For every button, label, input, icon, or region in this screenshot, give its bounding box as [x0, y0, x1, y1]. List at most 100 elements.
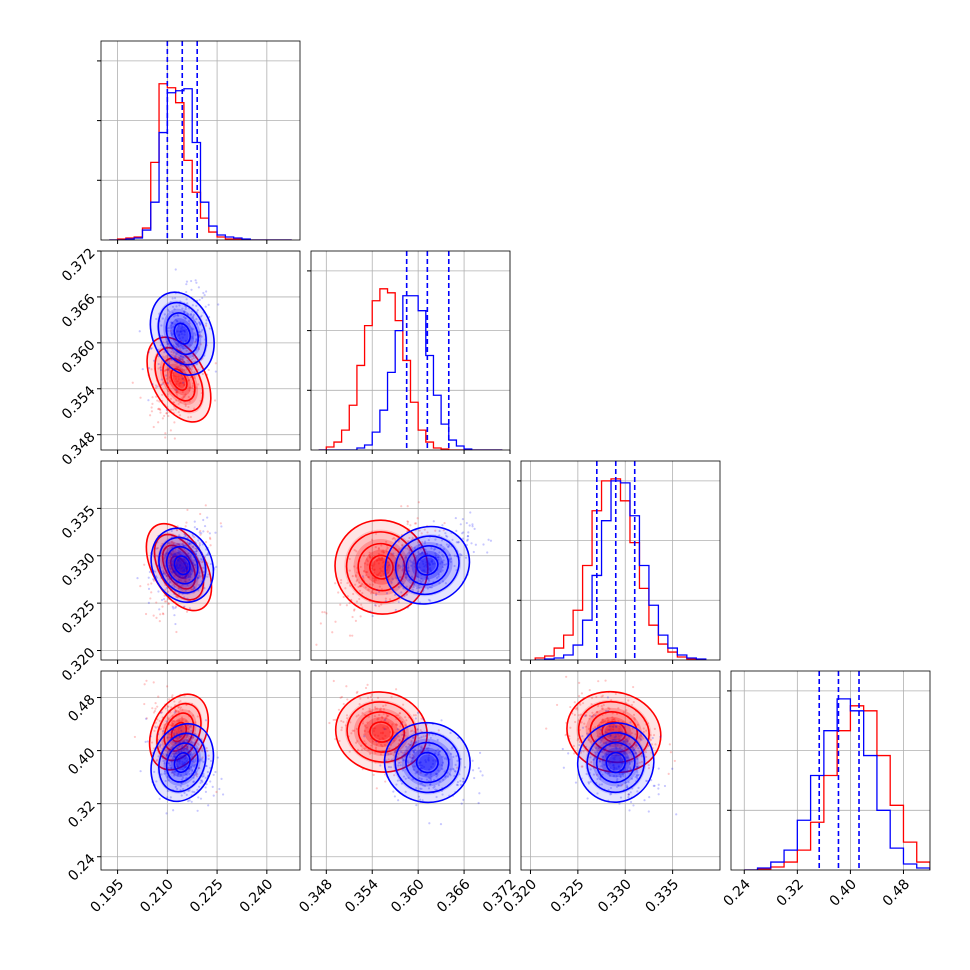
scatter-point [194, 721, 197, 724]
scatter-point [172, 755, 176, 758]
scatter-point [177, 710, 180, 714]
scatter-point [413, 730, 416, 734]
scatter-point [177, 756, 180, 760]
scatter-point [421, 541, 424, 544]
scatter-point [199, 797, 203, 800]
scatter-point [408, 549, 411, 552]
scatter-point [396, 728, 399, 731]
scatter-point [179, 350, 183, 353]
scatter-point [627, 781, 630, 784]
scatter-point [412, 765, 415, 768]
scatter-point [407, 566, 410, 569]
scatter-point [387, 753, 390, 756]
scatter-point [158, 407, 161, 411]
scatter-point [181, 570, 184, 573]
scatter-point [637, 786, 640, 789]
scatter-point [404, 716, 407, 719]
contour-line [334, 519, 429, 615]
scatter-point [398, 566, 401, 570]
scatter-point [379, 575, 382, 578]
scatter-point [372, 564, 375, 567]
scatter-point [647, 744, 650, 747]
scatter-point [411, 756, 415, 760]
scatter-point [622, 774, 625, 777]
scatter-point [600, 695, 603, 698]
scatter-point [214, 770, 217, 774]
scatter-point [374, 746, 378, 749]
scatter-point [604, 720, 607, 723]
scatter-point [590, 696, 594, 700]
scatter-point [181, 390, 184, 393]
scatter-point [369, 557, 372, 560]
scatter-point [182, 566, 185, 569]
scatter-point [602, 721, 605, 724]
scatter-point [473, 776, 476, 780]
scatter-point [619, 749, 622, 753]
scatter-point [578, 740, 581, 744]
scatter-point [440, 719, 443, 722]
scatter-point [170, 570, 173, 573]
scatter-point [619, 746, 622, 749]
scatter-point [200, 532, 203, 535]
scatter-point [201, 750, 204, 753]
scatter-point [612, 723, 616, 727]
scatter-point [152, 359, 156, 362]
contour-line [334, 691, 428, 773]
scatter-point [364, 586, 367, 589]
scatter-point [186, 568, 190, 571]
scatter-point [427, 578, 430, 581]
scatter-point [398, 712, 402, 715]
scatter-point [608, 774, 612, 777]
scatter-point [192, 736, 195, 739]
scatter-point [183, 329, 186, 332]
scatter-point [185, 298, 188, 301]
plot-area [318, 251, 503, 450]
scatter-point [379, 707, 382, 710]
scatter-point [180, 725, 183, 728]
scatter-point [423, 548, 426, 551]
scatter-point [397, 799, 400, 802]
scatter-point [427, 562, 430, 565]
scatter-point [181, 776, 185, 779]
scatter-point [373, 580, 376, 583]
scatter-point [595, 747, 598, 750]
scatter-point [613, 768, 616, 771]
scatter-point [630, 703, 634, 706]
scatter-point [198, 330, 201, 334]
scatter-point [613, 766, 616, 769]
scatter-point [169, 555, 172, 558]
density-fill [166, 363, 191, 396]
scatter-point [176, 314, 179, 317]
scatter-point [397, 761, 401, 764]
scatter-point [390, 582, 393, 585]
scatter-point [174, 594, 178, 598]
scatter-point [419, 782, 422, 785]
scatter-point [422, 562, 425, 566]
scatter-point [189, 542, 192, 545]
scatter-point [176, 737, 179, 741]
scatter-point [193, 765, 196, 768]
scatter-point [624, 781, 627, 784]
scatter-point [372, 773, 375, 776]
scatter-point [419, 766, 423, 770]
scatter-point [169, 397, 173, 401]
scatter-point [462, 798, 465, 801]
scatter-point [202, 570, 206, 574]
scatter-point [190, 573, 193, 576]
scatter-point [205, 553, 208, 557]
scatter-point [459, 779, 462, 783]
scatter-point [425, 747, 429, 750]
scatter-point [188, 386, 191, 389]
scatter-point [163, 313, 166, 316]
scatter-point [167, 368, 170, 371]
scatter-point [166, 342, 169, 346]
scatter-point [439, 570, 443, 573]
scatter-point [186, 745, 189, 748]
scatter-point [161, 355, 165, 358]
scatter-point [335, 652, 337, 654]
scatter-point [175, 391, 178, 394]
scatter-point [164, 553, 167, 556]
scatter-point [601, 718, 604, 721]
scatter-point [167, 766, 170, 770]
scatter-point [588, 689, 591, 692]
